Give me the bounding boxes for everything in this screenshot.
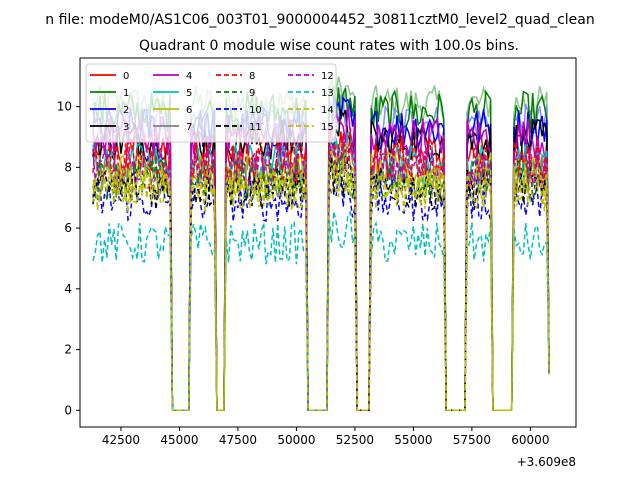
x-tick-label: 57500 xyxy=(453,433,491,447)
y-tick-label: 2 xyxy=(64,343,72,357)
legend-label-0: 0 xyxy=(123,71,129,82)
legend-label-1: 1 xyxy=(123,88,129,99)
x-tick-label: 52500 xyxy=(336,433,374,447)
legend-label-5: 5 xyxy=(186,88,192,99)
y-tick-label: 10 xyxy=(57,100,72,114)
legend-label-8: 8 xyxy=(249,71,255,82)
legend-box xyxy=(85,63,337,143)
legend-label-10: 10 xyxy=(249,105,262,116)
chart-title: Quadrant 0 module wise count rates with … xyxy=(139,38,519,54)
x-tick-label: 45000 xyxy=(160,433,198,447)
series-line-10 xyxy=(92,171,550,412)
y-tick-label: 0 xyxy=(64,403,72,417)
x-axis: 42500 45000 47500 50000 52500 55000 57500 60000 xyxy=(102,427,549,447)
x-tick-label: 50000 xyxy=(277,433,315,447)
y-tick-label: 8 xyxy=(64,160,72,174)
legend-label-4: 4 xyxy=(186,71,192,82)
legend-label-15: 15 xyxy=(321,122,334,133)
legend-label-9: 9 xyxy=(249,88,255,99)
x-offset-text: +3.609e8 xyxy=(517,455,576,469)
plot-frame xyxy=(79,57,577,428)
series-line-14 xyxy=(92,160,550,412)
figure-suptitle: n file: modeM0/AS1C06_003T01_9000004452_… xyxy=(45,12,594,28)
y-tick-label: 6 xyxy=(64,221,72,235)
series-line-13 xyxy=(92,210,550,412)
legend-label-7: 7 xyxy=(186,122,192,133)
series-line-15 xyxy=(92,152,550,412)
series-line-2 xyxy=(92,95,550,412)
legend-label-3: 3 xyxy=(123,122,129,133)
series-line-12 xyxy=(92,138,550,412)
legend-label-11: 11 xyxy=(249,122,262,133)
legend-label-14: 14 xyxy=(321,105,334,116)
y-axis: 0 2 4 6 8 10 xyxy=(57,100,80,417)
legend-label-6: 6 xyxy=(186,105,192,116)
y-tick-label: 4 xyxy=(64,282,72,296)
x-tick-label: 60000 xyxy=(511,433,549,447)
legend-label-2: 2 xyxy=(123,105,129,116)
x-tick-label: 47500 xyxy=(219,433,257,447)
legend-label-13: 13 xyxy=(321,88,334,99)
x-tick-label: 55000 xyxy=(394,433,432,447)
legend-label-12: 12 xyxy=(321,71,334,82)
x-tick-label: 42500 xyxy=(102,433,140,447)
